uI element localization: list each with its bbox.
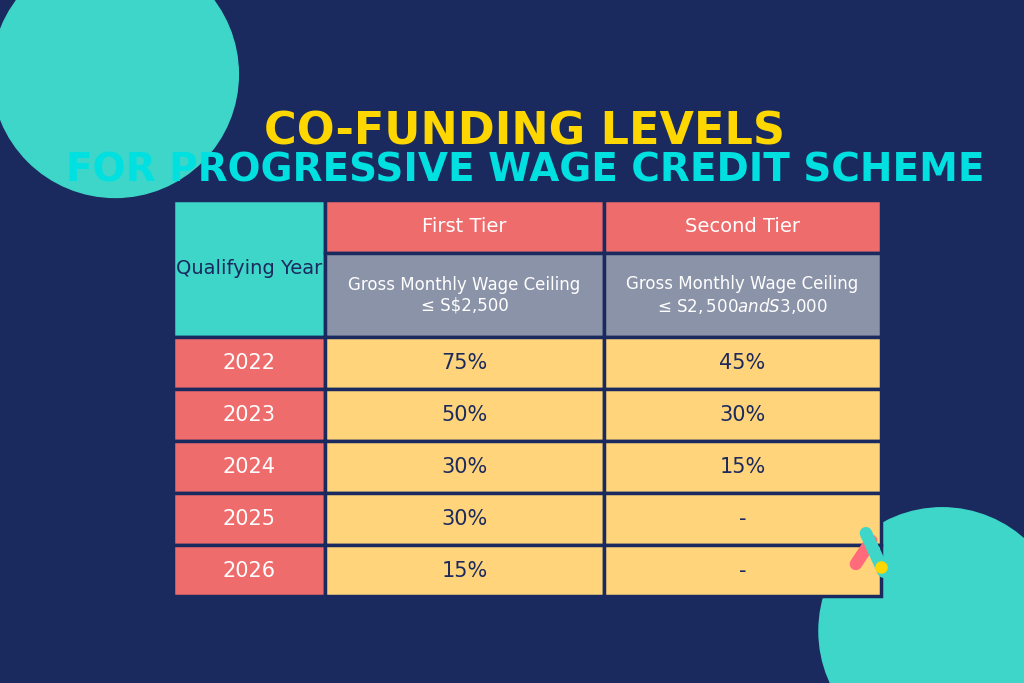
Bar <box>173 199 326 337</box>
Text: 50%: 50% <box>441 405 487 426</box>
Text: 2022: 2022 <box>222 353 275 374</box>
Text: 45%: 45% <box>719 353 766 374</box>
Text: 2024: 2024 <box>222 457 275 477</box>
Bar <box>326 441 603 493</box>
Text: 15%: 15% <box>719 457 766 477</box>
Text: 75%: 75% <box>441 353 487 374</box>
Text: -: - <box>738 510 746 529</box>
Bar <box>326 493 603 545</box>
Bar <box>326 545 603 596</box>
Text: 30%: 30% <box>441 457 487 477</box>
Text: 2026: 2026 <box>222 561 275 581</box>
Text: 2025: 2025 <box>222 510 275 529</box>
Bar <box>603 253 882 337</box>
Text: Second Tier: Second Tier <box>685 217 800 236</box>
Text: -: - <box>738 561 746 581</box>
Text: 30%: 30% <box>719 405 766 426</box>
Bar <box>326 389 603 441</box>
Bar <box>603 441 882 493</box>
Text: FOR PROGRESSIVE WAGE CREDIT SCHEME: FOR PROGRESSIVE WAGE CREDIT SCHEME <box>66 152 984 189</box>
Circle shape <box>819 507 1024 683</box>
Bar <box>173 545 326 596</box>
Bar <box>603 199 882 253</box>
Bar <box>603 545 882 596</box>
Text: First Tier: First Tier <box>422 217 507 236</box>
Circle shape <box>0 0 239 197</box>
Text: Gross Monthly Wage Ceiling
≤ S$2,500 and S$3,000: Gross Monthly Wage Ceiling ≤ S$2,500 and… <box>627 275 858 316</box>
Bar <box>603 389 882 441</box>
Text: CO-FUNDING LEVELS: CO-FUNDING LEVELS <box>264 111 785 154</box>
Bar <box>326 337 603 389</box>
Bar <box>603 493 882 545</box>
Bar <box>173 389 326 441</box>
Bar <box>326 253 603 337</box>
Bar <box>173 441 326 493</box>
Text: 15%: 15% <box>441 561 487 581</box>
Bar <box>173 493 326 545</box>
Text: 30%: 30% <box>441 510 487 529</box>
Text: 2023: 2023 <box>222 405 275 426</box>
Text: Gross Monthly Wage Ceiling
≤ S$2,500: Gross Monthly Wage Ceiling ≤ S$2,500 <box>348 276 581 315</box>
Text: Qualifying Year: Qualifying Year <box>176 259 323 278</box>
Bar <box>326 199 603 253</box>
Bar <box>603 337 882 389</box>
Bar <box>173 337 326 389</box>
